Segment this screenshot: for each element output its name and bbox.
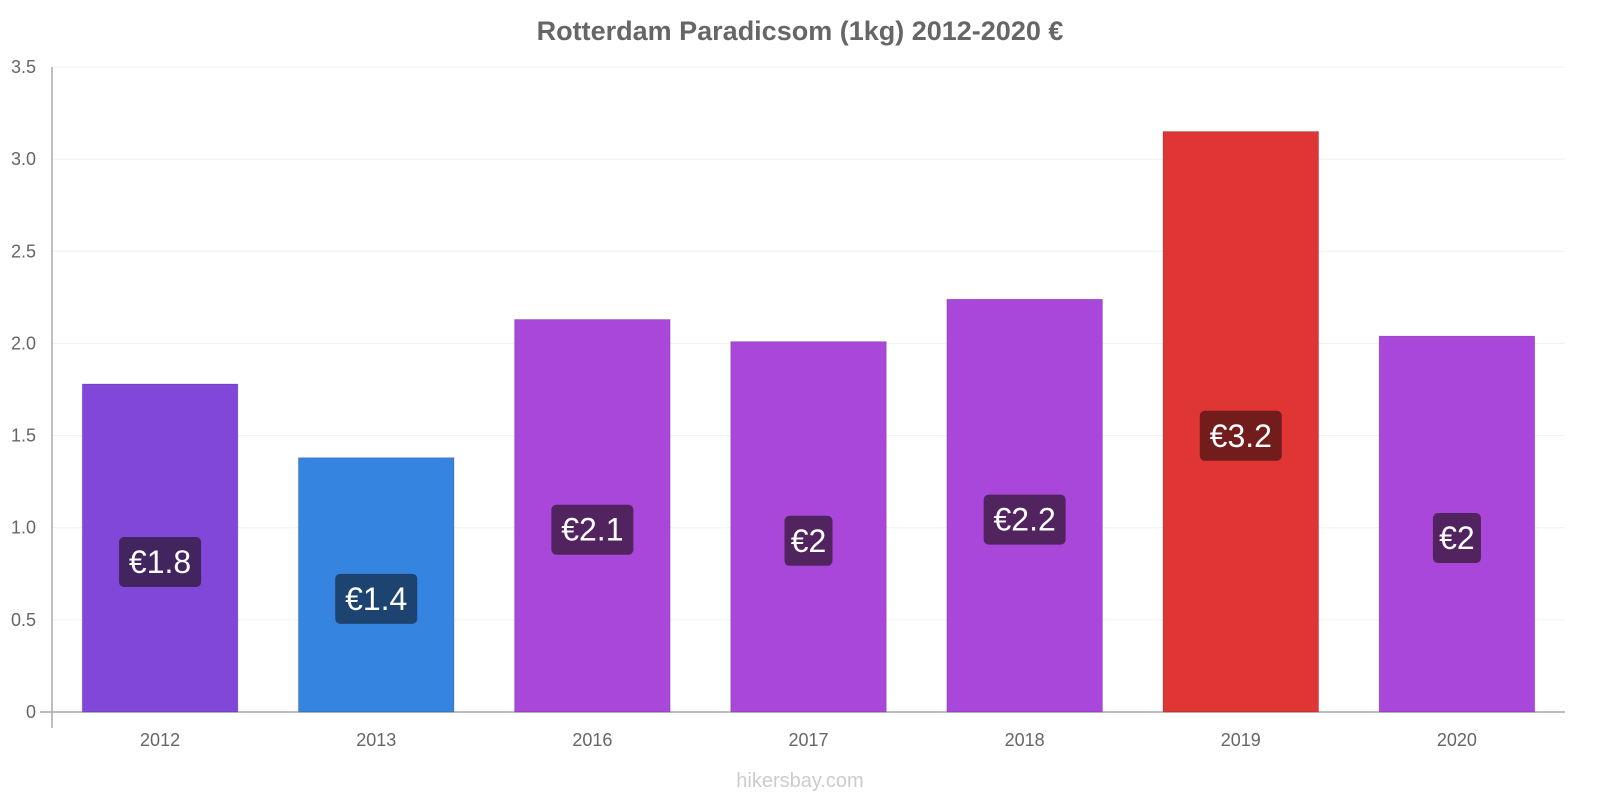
- data-label-badge: [119, 536, 202, 587]
- data-label: €3.2: [1210, 418, 1272, 454]
- y-tick-label: 0.5: [11, 610, 36, 630]
- axes: 0 0.5 1.0 1.5 2.0 2.5 3.0 3.5 2012 2013 2016 2017 20…: [11, 57, 1565, 750]
- data-label: €2.2: [994, 502, 1056, 538]
- data-label: €2: [1439, 520, 1475, 556]
- x-tick-label: 2013: [356, 730, 396, 750]
- data-labels: €1.8 €1.4 €2.1 €2 €2.2 €3.2 €2: [119, 410, 1481, 624]
- x-tick-label: 2016: [572, 730, 612, 750]
- x-tick-label: 2019: [1221, 730, 1261, 750]
- x-tick-label: 2012: [140, 730, 180, 750]
- y-tick-label: 1.5: [11, 426, 36, 446]
- data-label-badge: [335, 573, 418, 624]
- bars: [81, 131, 1536, 713]
- y-tick-label: 3.5: [11, 57, 36, 77]
- data-label: €2: [791, 523, 827, 559]
- data-label-badge: [1199, 410, 1282, 461]
- y-tick-label: 2.0: [11, 333, 36, 353]
- y-tick-label: 0: [26, 702, 36, 722]
- data-label-badge: [983, 494, 1066, 545]
- x-tick-label: 2020: [1437, 730, 1477, 750]
- data-label: €1.8: [129, 544, 191, 580]
- y-tick-label: 2.5: [11, 241, 36, 261]
- data-label-badge: [1432, 513, 1481, 564]
- x-tick-label: 2018: [1005, 730, 1045, 750]
- y-tick-label: 1.0: [11, 518, 36, 538]
- data-label-badge: [551, 504, 634, 555]
- chart-title: Rotterdam Paradicsom (1kg) 2012-2020 €: [536, 16, 1064, 46]
- x-tick-label: 2017: [788, 730, 828, 750]
- data-label-badge: [784, 515, 833, 566]
- data-label: €2.1: [561, 512, 623, 548]
- watermark: hikersbay.com: [736, 770, 864, 792]
- data-label: €1.4: [345, 581, 407, 617]
- y-tick-label: 3.0: [11, 149, 36, 169]
